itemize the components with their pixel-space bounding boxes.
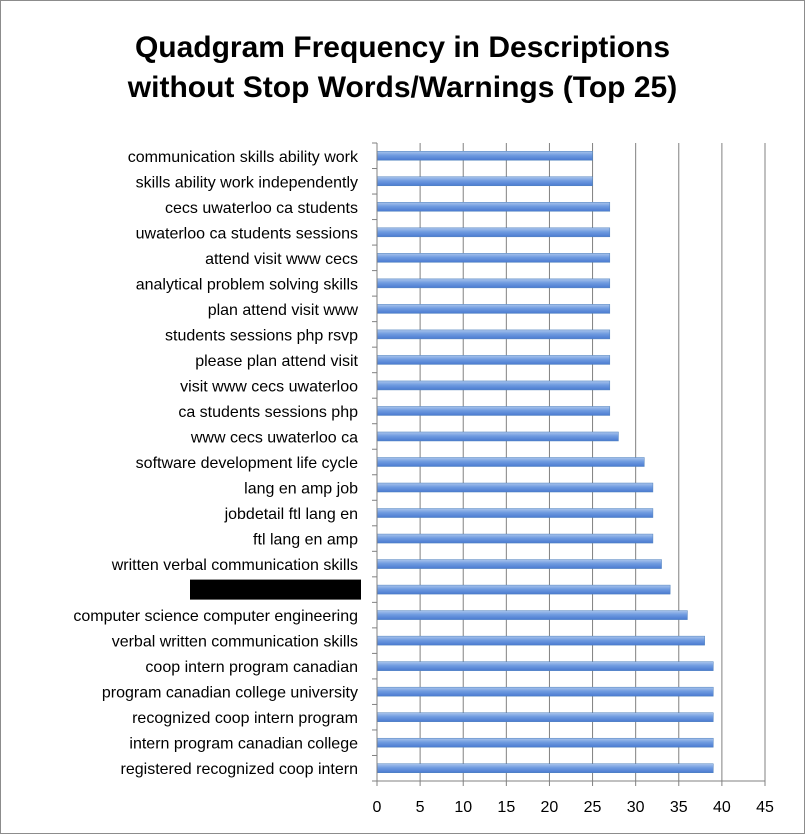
x-tick-label: 0 (373, 799, 382, 816)
bar (376, 431, 619, 442)
bar (376, 355, 611, 365)
category-label: recognized coop intern program (132, 710, 358, 727)
category-label: ca students sessions php (178, 404, 358, 421)
chart-title: Quadgram Frequency in Descriptions witho… (0, 28, 805, 108)
bar (376, 737, 714, 748)
category-label: coop intern program canadian (145, 659, 358, 676)
redacted-category-label (190, 579, 361, 600)
bar (376, 712, 714, 722)
bar (376, 151, 593, 161)
bars (376, 151, 714, 773)
x-tick-label: 45 (756, 799, 774, 816)
category-label: computer science computer engineering (73, 608, 358, 625)
category-label: uwaterloo ca students sessions (136, 225, 358, 242)
bar (376, 406, 611, 416)
category-label: skills ability work independently (136, 174, 358, 191)
category-label: plan attend visit www (208, 302, 359, 319)
x-tick-label: 5 (416, 799, 425, 816)
bar (376, 482, 654, 493)
chart-title-line-1: Quadgram Frequency in Descriptions (134, 31, 671, 64)
x-tick-label: 30 (627, 799, 645, 816)
bar (376, 227, 611, 238)
x-tick-label: 40 (713, 799, 731, 816)
bar (376, 584, 671, 595)
category-label: registered recognized coop intern (121, 761, 358, 778)
bar (376, 508, 654, 518)
bar (376, 635, 705, 646)
bar (376, 763, 714, 773)
category-label: lang en amp job (244, 481, 358, 498)
bar (376, 610, 688, 620)
category-label: cecs uwaterloo ca students (165, 200, 358, 217)
x-tick-label: 35 (670, 799, 688, 816)
category-label: students sessions php rsvp (165, 327, 358, 344)
tick-labels: 0 5 10 15 20 25 30 35 40 45 (373, 799, 774, 816)
chart-title-line-2: without Stop Words/Warnings (Top 25) (127, 71, 678, 104)
x-tick-label: 25 (584, 799, 602, 816)
x-tick-label: 10 (454, 799, 472, 816)
x-tick-label: 20 (541, 799, 559, 816)
category-label: please plan attend visit (195, 353, 358, 370)
category-label: visit www cecs uwaterloo (180, 378, 358, 395)
category-label: verbal written communication skills (112, 634, 358, 651)
category-label: written verbal communication skills (111, 557, 358, 574)
category-label: ftl lang en amp (253, 532, 358, 549)
bar (376, 253, 611, 263)
category-label: attend visit www cecs (205, 251, 358, 268)
category-label: analytical problem solving skills (136, 276, 358, 293)
category-label: jobdetail ftl lang en (224, 506, 358, 523)
bar (376, 380, 611, 391)
bar (376, 278, 611, 289)
category-label: communication skills ability work (128, 149, 359, 166)
bar (376, 304, 611, 314)
category-label: intern program canadian college (129, 736, 358, 753)
bar (376, 176, 593, 187)
bar (376, 661, 714, 671)
bar (376, 329, 611, 340)
bar (376, 559, 662, 569)
bar (376, 686, 714, 697)
bar (376, 202, 611, 212)
x-tick-label: 15 (497, 799, 515, 816)
category-label: www cecs uwaterloo ca (190, 429, 358, 446)
category-labels: communication skills ability work skills … (73, 149, 361, 778)
category-label: software development life cycle (136, 455, 358, 472)
category-label: program canadian college university (102, 685, 358, 702)
bar (376, 533, 654, 544)
axes (372, 142, 766, 786)
bar (376, 457, 645, 467)
